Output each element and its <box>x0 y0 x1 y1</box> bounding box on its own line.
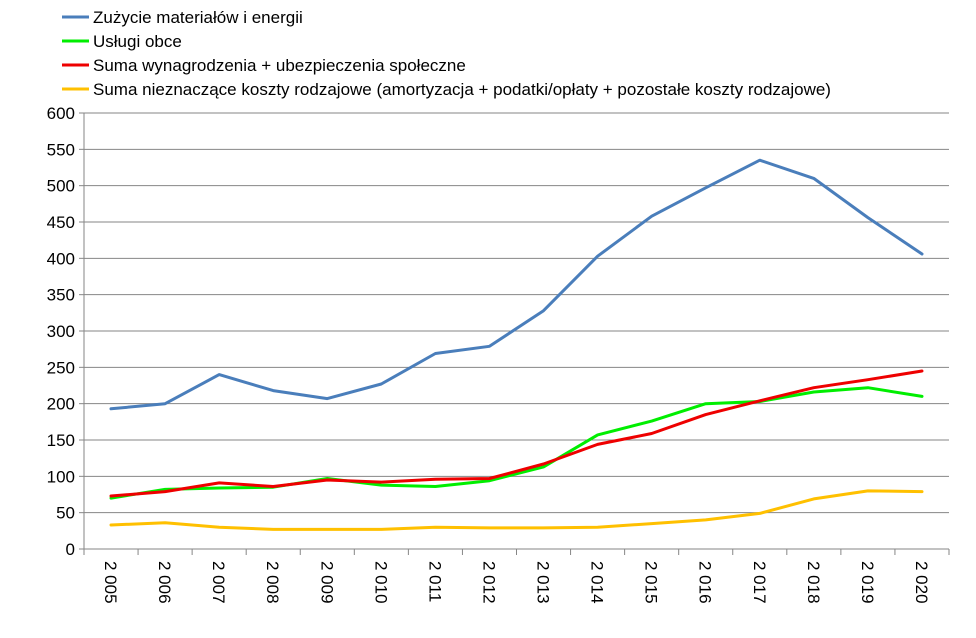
y-tick-label: 600 <box>47 104 75 123</box>
x-tick-label: 2 014 <box>588 561 607 604</box>
y-tick-label: 400 <box>47 249 75 268</box>
legend-label: Usługi obce <box>93 32 182 51</box>
series-line-1 <box>109 158 924 411</box>
x-tick-label: 2 019 <box>858 561 877 604</box>
x-tick-label: 2 020 <box>912 561 931 604</box>
series-line-4 <box>109 489 924 531</box>
x-tick-label: 2 011 <box>425 561 444 602</box>
y-tick-label: 350 <box>47 286 75 305</box>
x-tick-label: 2 010 <box>371 561 390 604</box>
x-tick-label: 2 006 <box>155 561 174 604</box>
legend: Zużycie materiałów i energii Usługi obce S… <box>62 8 831 99</box>
gridlines <box>84 112 949 514</box>
y-tick-label: 0 <box>66 540 75 559</box>
x-tick-label: 2 009 <box>317 561 336 604</box>
x-tick-label: 2 018 <box>804 561 823 604</box>
x-tick-label: 2 007 <box>209 561 228 604</box>
y-tick-label: 250 <box>47 358 75 377</box>
y-tick-label: 300 <box>47 322 75 341</box>
series-line-2 <box>109 386 924 500</box>
y-tick-label: 150 <box>47 431 75 450</box>
x-tick-label: 2 013 <box>534 561 553 604</box>
series-line-3 <box>109 369 924 498</box>
y-axis-ticks: 0 50 100 150 200 250 300 350 400 450 500 550 600 <box>47 104 84 559</box>
x-tick-label: 2 008 <box>263 561 282 604</box>
legend-label: Suma wynagrodzenia + ubezpieczenia społe… <box>93 56 466 75</box>
x-tick-label: 2 015 <box>642 561 661 604</box>
y-tick-label: 550 <box>47 140 75 159</box>
x-tick-label: 2 005 <box>101 561 120 604</box>
y-tick-label: 200 <box>47 395 75 414</box>
y-tick-label: 50 <box>56 504 75 523</box>
y-tick-label: 500 <box>47 177 75 196</box>
legend-label: Zużycie materiałów i energii <box>93 8 303 27</box>
y-tick-label: 100 <box>47 467 75 486</box>
x-axis-ticks: 2 005 2 006 2 007 2 008 2 009 2 010 2 011 2 012… <box>83 549 950 604</box>
legend-label: Suma nieznaczące koszty rodzajowe (amort… <box>93 80 831 99</box>
x-tick-label: 2 017 <box>750 561 769 604</box>
series-lines <box>109 158 924 531</box>
x-tick-label: 2 016 <box>696 561 715 604</box>
x-tick-label: 2 012 <box>479 561 498 604</box>
y-tick-label: 450 <box>47 213 75 232</box>
